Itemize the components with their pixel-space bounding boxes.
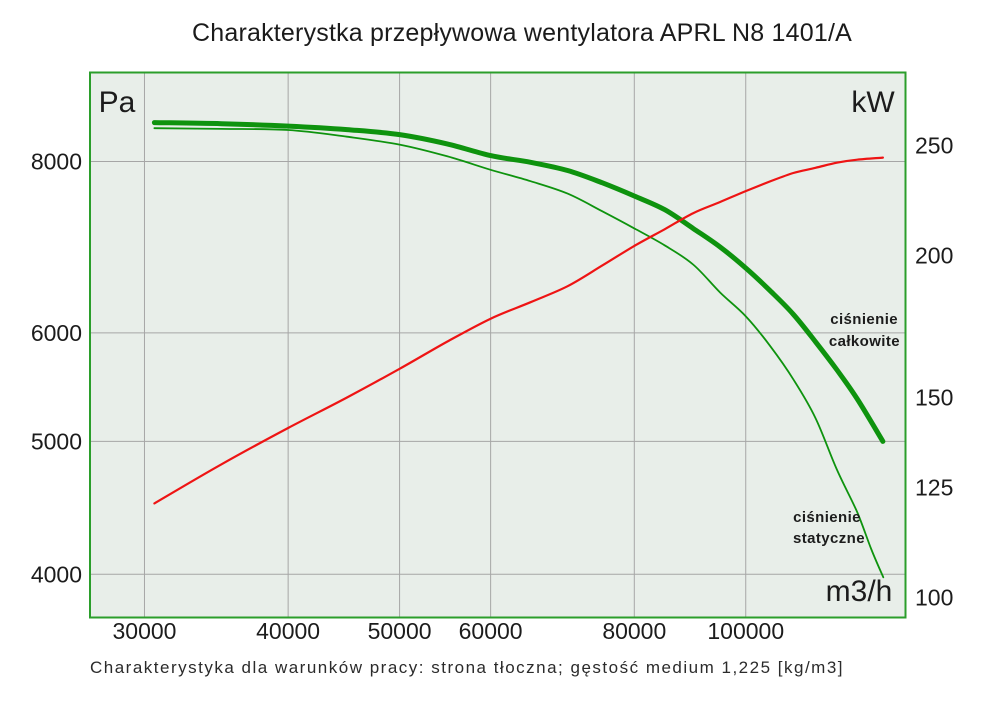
x-tick-label: 50000 bbox=[368, 618, 432, 644]
curves bbox=[151, 120, 886, 579]
static-pressure-label-line2: statyczne bbox=[793, 530, 865, 547]
x-unit-label: m3/h bbox=[826, 575, 893, 608]
y-right-unit-label: kW bbox=[851, 86, 895, 119]
y-right-tick-label: 150 bbox=[915, 384, 953, 410]
total-pressure-label-line1: ciśnienie bbox=[830, 311, 898, 328]
y-right-tick-label: 125 bbox=[915, 474, 953, 500]
plot-border bbox=[89, 71, 907, 619]
y-left-tick-label: 4000 bbox=[31, 561, 82, 587]
gridlines bbox=[90, 72, 906, 618]
tick-labels: 8000 6000 5000 4000 250 200 150 125 100 30000 4000… bbox=[31, 133, 954, 644]
curve-ciśnienie-statyczne bbox=[153, 127, 885, 579]
x-tick-label: 40000 bbox=[256, 618, 320, 644]
total-pressure-label-line2: całkowite bbox=[829, 333, 900, 350]
y-left-unit-label: Pa bbox=[99, 86, 136, 119]
curve-kw bbox=[153, 156, 884, 505]
x-tick-label: 100000 bbox=[707, 618, 784, 644]
x-tick-label: 30000 bbox=[112, 618, 176, 644]
plot-background bbox=[90, 72, 906, 618]
y-left-tick-label: 5000 bbox=[31, 428, 82, 454]
chart-caption: Charakterystyka dla warunków pracy: stro… bbox=[90, 658, 845, 677]
y-right-tick-label: 250 bbox=[915, 133, 953, 159]
y-left-tick-label: 6000 bbox=[31, 320, 82, 346]
y-left-tick-label: 8000 bbox=[31, 149, 82, 175]
curve-ciśnienie-całkowite bbox=[151, 120, 886, 444]
x-tick-label: 60000 bbox=[459, 618, 523, 644]
x-tick-label: 80000 bbox=[602, 618, 666, 644]
y-right-tick-label: 100 bbox=[915, 584, 953, 610]
static-pressure-label-line1: ciśnienie bbox=[793, 509, 861, 526]
chart-title: Charakterystka przepływowa wentylatora A… bbox=[192, 19, 852, 47]
y-right-tick-label: 200 bbox=[915, 243, 953, 269]
